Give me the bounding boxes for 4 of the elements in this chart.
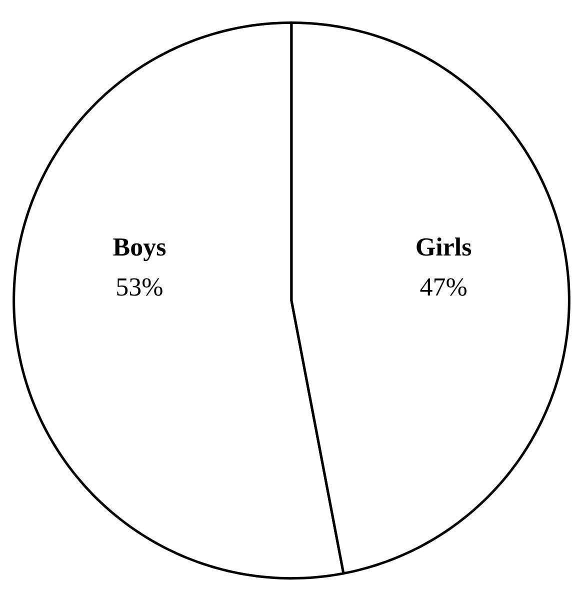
slice-label: Boys: [112, 232, 166, 262]
data-label: 53%: [116, 272, 164, 302]
slice-label: Girls: [415, 232, 472, 262]
data-label: 47%: [420, 272, 468, 302]
